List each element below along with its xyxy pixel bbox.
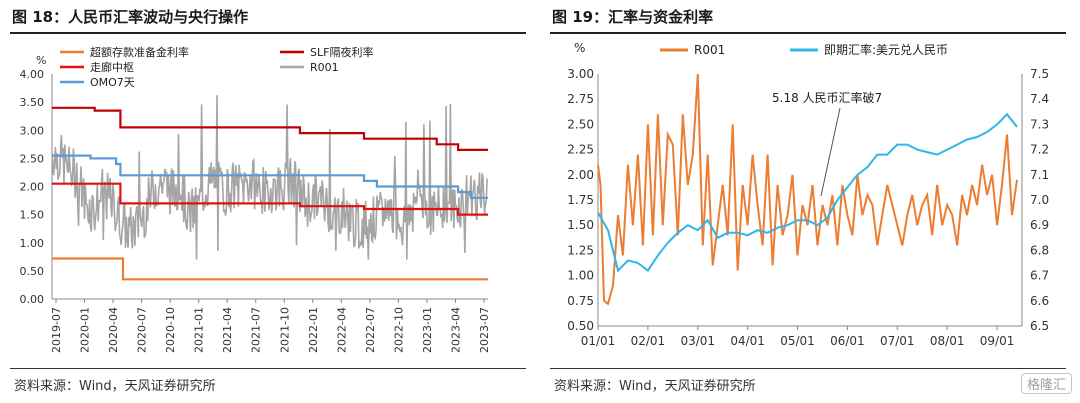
left-legend-label: SLF隔夜利率 <box>310 45 373 59</box>
right-y2-tick-label: 7.2 <box>1030 143 1049 157</box>
left-source: 资料来源：Wind，天风证券研究所 <box>14 375 216 394</box>
right-y-tick-label: 1.00 <box>567 269 594 283</box>
right-source: 资料来源：Wind，天风证券研究所 <box>554 375 756 394</box>
right-series-0 <box>598 74 1017 304</box>
left-x-tick-label: 2020-01 <box>79 307 92 353</box>
left-y-tick-label: 0.00 <box>20 293 45 306</box>
right-y2-tick-label: 6.6 <box>1030 294 1049 308</box>
left-x-tick-label: 2023-07 <box>478 307 491 353</box>
left-x-tick-label: 2022-07 <box>364 307 377 353</box>
left-x-tick-label: 2021-01 <box>193 307 206 353</box>
right-x-tick-label: 01/01 <box>581 334 616 348</box>
right-chart-svg: % 0.50 0.75 1.00 1.25 1.50 1.75 2.00 2.25 2.50 2.7… <box>540 34 1080 379</box>
right-x-tick-label: 07/01 <box>880 334 915 348</box>
right-legend-label: R001 <box>694 43 725 57</box>
left-y-tick-label: 3.50 <box>20 96 45 109</box>
left-x-tick-label: 2021-04 <box>221 307 234 353</box>
right-x-tick-label: 09/01 <box>980 334 1015 348</box>
left-legend-label: OMO7天 <box>90 76 135 89</box>
right-x-tick-label: 02/01 <box>631 334 666 348</box>
left-y-tick-label: 3.00 <box>20 124 45 137</box>
right-y2-tick-label: 6.5 <box>1030 319 1049 333</box>
left-x-tick-label: 2022-10 <box>392 307 405 353</box>
right-y2-tick-label: 6.7 <box>1030 269 1049 283</box>
right-y-unit: % <box>574 41 585 55</box>
right-y-tick-label: 2.50 <box>567 117 594 131</box>
right-y-tick-label: 1.25 <box>567 243 594 257</box>
left-x-tick-label: 2023-01 <box>421 307 434 353</box>
left-chart-panel: 图 18：人民币汇率波动与央行操作 % 0.00 0.50 1.00 1.50 2.00 2… <box>0 0 540 403</box>
right-y2-tick-label: 6.8 <box>1030 243 1049 257</box>
left-x-tick-label: 2019-07 <box>50 307 63 353</box>
left-chart-svg: % 0.00 0.50 1.00 1.50 2.00 2.50 3.00 3.50 4.00 201… <box>0 34 540 379</box>
right-annotation-leader <box>821 108 840 196</box>
left-y-tick-label: 0.50 <box>20 265 45 278</box>
right-y-tick-label: 1.50 <box>567 218 594 232</box>
left-y-tick-label: 4.00 <box>20 68 45 81</box>
left-series-4 <box>52 95 487 260</box>
left-x-tick-label: 2020-07 <box>136 307 149 353</box>
left-legend-label: 走廊中枢 <box>90 60 134 74</box>
left-x-tick-label: 2022-04 <box>335 307 348 353</box>
left-x-tick-label: 2021-07 <box>250 307 263 353</box>
right-y-tick-label: 3.00 <box>567 67 594 81</box>
right-y2-tick-label: 6.9 <box>1030 218 1049 232</box>
left-source-rule <box>10 368 526 369</box>
right-y2-tick-label: 7.1 <box>1030 168 1049 182</box>
left-y-tick-label: 2.00 <box>20 181 45 194</box>
right-x-tick-label: 03/01 <box>680 334 715 348</box>
right-y2-tick-label: 7.0 <box>1030 193 1049 207</box>
right-y-tick-label: 1.75 <box>567 193 594 207</box>
right-source-rule <box>550 368 1066 369</box>
right-chart-title: 图 19：汇率与资金利率 <box>552 6 713 27</box>
right-y-tick-label: 2.25 <box>567 143 594 157</box>
right-y-tick-label: 2.75 <box>567 92 594 106</box>
right-y-tick-label: 0.75 <box>567 294 594 308</box>
right-y-tick-label: 2.00 <box>567 168 594 182</box>
left-y-tick-label: 1.00 <box>20 237 45 250</box>
right-legend-label: 即期汇率:美元兑人民币 <box>824 42 948 57</box>
left-series-1 <box>52 108 488 150</box>
left-x-tick-label: 2020-10 <box>164 307 177 353</box>
left-x-tick-label: 2021-10 <box>278 307 291 353</box>
left-y-tick-label: 1.50 <box>20 209 45 222</box>
right-x-tick-label: 04/01 <box>730 334 765 348</box>
right-y2-tick-label: 7.5 <box>1030 67 1049 81</box>
left-x-tick-label: 2020-04 <box>107 307 120 353</box>
right-y-tick-label: 0.50 <box>567 319 594 333</box>
right-y2-tick-label: 7.4 <box>1030 92 1049 106</box>
watermark-logo: 格隆汇 <box>1021 373 1072 394</box>
left-legend-label: 超额存款准备金利率 <box>90 45 189 59</box>
left-series-0 <box>52 259 488 280</box>
left-chart-title: 图 18：人民币汇率波动与央行操作 <box>12 6 248 27</box>
left-x-tick-label: 2023-04 <box>449 307 462 353</box>
right-x-tick-label: 08/01 <box>930 334 965 348</box>
left-y-tick-label: 2.50 <box>20 152 45 165</box>
right-x-tick-label: 06/01 <box>830 334 865 348</box>
left-legend-label: R001 <box>310 61 339 74</box>
left-x-tick-label: 2022-01 <box>307 307 320 353</box>
left-y-unit: % <box>36 54 46 67</box>
right-annotation: 5.18 人民币汇率破7 <box>772 90 882 105</box>
right-chart-panel: 图 19：汇率与资金利率 % 0.50 0.75 1.00 1.25 1.50 1.75 2.… <box>540 0 1080 403</box>
right-y2-tick-label: 7.3 <box>1030 117 1049 131</box>
right-x-tick-label: 05/01 <box>780 334 815 348</box>
